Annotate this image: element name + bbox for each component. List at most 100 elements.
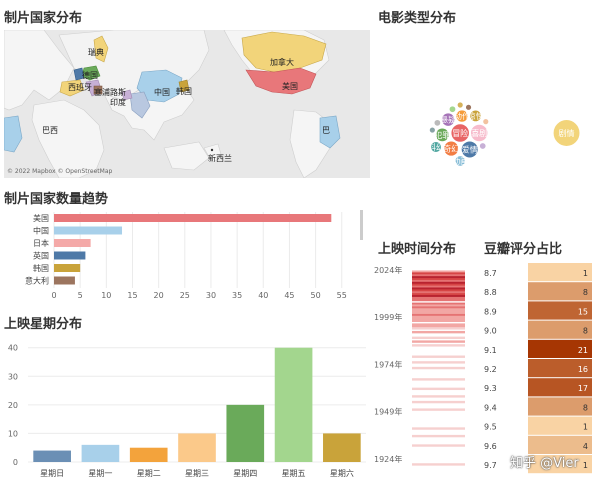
- map-label-spain: 西班牙: [68, 83, 92, 92]
- release-line: [412, 378, 465, 381]
- rating-cell: [528, 263, 592, 282]
- rating-cell: [528, 435, 592, 454]
- map-label-brazil-west: 巴西: [42, 126, 58, 135]
- weekday-y-tick-label: 20: [8, 401, 18, 410]
- map-label-sweden: 瑞典: [88, 48, 104, 57]
- region-sweden[interactable]: [93, 35, 109, 63]
- weekday-y-tick-label: 30: [8, 372, 18, 381]
- release-tick-label: 1924年: [374, 454, 402, 464]
- world-map-svg: [4, 30, 341, 178]
- country-tick-label: 15: [127, 291, 137, 300]
- rating-count-label: 1: [583, 269, 588, 278]
- country-tick-label: 50: [311, 291, 321, 300]
- genre-bubble: [469, 109, 482, 123]
- rating-count-label: 21: [578, 346, 588, 355]
- release-line: [412, 285, 465, 288]
- release-line: [412, 304, 465, 307]
- country-category-label: 美国: [33, 213, 49, 223]
- map-label-usa: 美国: [282, 82, 298, 91]
- release-line: [412, 278, 465, 281]
- genre-bubble-label: 悬疑: [440, 115, 456, 125]
- genre-bubble-label: 惊悚: [468, 111, 484, 121]
- weekday-category-label: 星期五: [282, 469, 306, 478]
- release-line: [412, 281, 465, 285]
- region-uk[interactable]: [73, 67, 85, 81]
- rating-table[interactable]: 8.7 1 8.8 8 8.9 15 9.0 8 9.1 21 9.2 16 9.3 17 9.4 8 9.5 1…: [478, 262, 594, 476]
- region-spain[interactable]: [59, 79, 85, 97]
- release-tick-label: 1949年: [374, 407, 402, 417]
- region-brazil-east[interactable]: [319, 115, 341, 149]
- release-time-chart[interactable]: 2024年 1999年 1974年 1949年 1924年: [372, 258, 476, 476]
- release-line: [412, 387, 465, 391]
- genre-bubble-label: 喜剧: [471, 128, 487, 138]
- weekday-chart[interactable]: 0 10 20 30 40 星期日 星期一 星期二 星期三 星期四 星期五 星期六: [4, 332, 368, 484]
- region-usa[interactable]: [245, 67, 317, 95]
- release-line: [412, 408, 465, 411]
- release-line: [412, 434, 465, 438]
- release-line: [412, 400, 465, 404]
- map-copyright: © 2022 Mapbox © OpenStreetMap: [7, 168, 113, 175]
- release-line: [412, 306, 465, 309]
- map-label-germany: 德国: [82, 71, 98, 80]
- weekday-bar: [178, 433, 216, 462]
- release-line: [412, 279, 465, 283]
- country-bars: [54, 214, 332, 285]
- country-category-label: 日本: [33, 238, 49, 248]
- genre-bubble-label: 爱情: [462, 144, 478, 154]
- genre-bubble: [552, 119, 581, 147]
- weekday-title: 上映星期分布: [4, 317, 83, 332]
- release-time-title: 上映时间分布: [378, 242, 457, 257]
- region-india[interactable]: [129, 91, 151, 119]
- genre-bubble: [482, 118, 490, 126]
- release-line: [412, 308, 465, 311]
- release-line: [412, 325, 465, 328]
- region-canada[interactable]: [241, 31, 327, 73]
- release-line: [412, 344, 465, 347]
- release-tick-label: 1974年: [374, 359, 402, 369]
- release-line: [412, 302, 465, 305]
- rating-score-label: 9.3: [484, 384, 497, 393]
- release-line: [412, 336, 465, 340]
- country-bar: [54, 239, 91, 247]
- country-tick-label: 35: [232, 291, 242, 300]
- country-bar: [54, 214, 332, 222]
- country-scrollbar[interactable]: [360, 210, 363, 240]
- release-line: [412, 283, 465, 287]
- release-line: [412, 293, 465, 296]
- rating-cell: [528, 416, 592, 435]
- country-bar: [54, 264, 81, 272]
- weekday-bars: [33, 347, 361, 462]
- region-korea[interactable]: [178, 79, 190, 93]
- map-label-canada: 加拿大: [270, 58, 294, 67]
- rating-score-label: 9.7: [484, 461, 497, 470]
- rating-title: 豆瓣评分占比: [484, 242, 563, 257]
- country-category-label: 韩国: [33, 263, 49, 273]
- region-new-zealand[interactable]: [203, 143, 223, 163]
- weekday-bar: [323, 433, 361, 462]
- release-line: [412, 355, 465, 358]
- region-cyprus[interactable]: [121, 89, 133, 101]
- rating-score-label: 9.4: [484, 403, 497, 412]
- rating-score-label: 8.8: [484, 288, 497, 297]
- region-brazil-west[interactable]: [4, 115, 23, 153]
- map-label-cyprus: 塞浦路斯: [94, 88, 126, 97]
- weekday-y-tick-label: 40: [8, 344, 18, 353]
- weekday-category-labels: 星期日 星期一 星期二 星期三 星期四 星期五 星期六: [40, 468, 354, 478]
- world-map[interactable]: 瑞典 德国 西班牙 塞浦路斯 印度 中国 韩国 加拿大 美国 新西兰 巴西 巴 …: [4, 30, 370, 178]
- region-france[interactable]: [93, 85, 103, 95]
- rating-cell: [528, 455, 592, 474]
- release-line: [412, 327, 465, 330]
- genre-bubble-label: 剧情: [559, 128, 575, 138]
- release-line: [412, 274, 465, 277]
- country-tick-label: 5: [78, 291, 83, 300]
- genre-bubble: [450, 123, 470, 143]
- release-line: [412, 298, 465, 302]
- region-china[interactable]: [136, 69, 183, 103]
- genre-bubble-label: 动作: [454, 111, 470, 121]
- weekday-category-label: 星期三: [185, 469, 209, 478]
- rating-count-label: 1: [583, 423, 588, 432]
- genre-bubble: [454, 155, 467, 167]
